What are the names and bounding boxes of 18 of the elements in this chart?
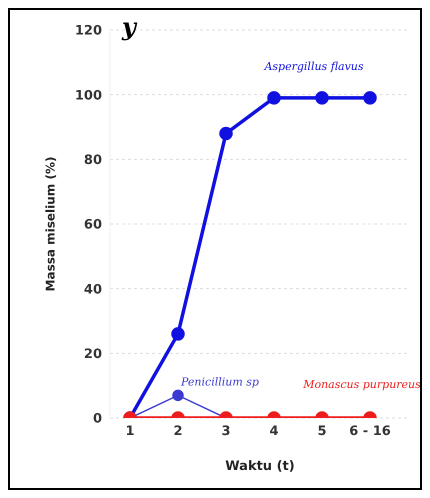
x-tick-label: 3 (221, 424, 231, 440)
y-tick-label: 80 (84, 152, 102, 168)
y-tick-label: 120 (74, 24, 102, 39)
y-tick-label: 60 (84, 218, 102, 233)
y-axis-title: Massa miselium (%) (43, 156, 58, 292)
y-tick-label: 0 (92, 412, 102, 427)
x-tick-label: 2 (173, 424, 183, 440)
y-tick-label: 40 (84, 282, 102, 298)
x-tick-label: 5 (317, 424, 327, 440)
series-label: Penicillium sp (180, 375, 259, 388)
x-tick-label: 1 (125, 424, 135, 440)
series-label: Aspergillus flavus (263, 60, 364, 73)
y-tick-label: 20 (84, 346, 102, 362)
x-axis-title: Waktu (t) (225, 459, 295, 474)
y-tick-label: 100 (74, 88, 102, 104)
x-tick-label: 6 - 16 (349, 424, 391, 440)
annotation: y (122, 12, 136, 41)
x-tick-label: 4 (269, 424, 279, 440)
